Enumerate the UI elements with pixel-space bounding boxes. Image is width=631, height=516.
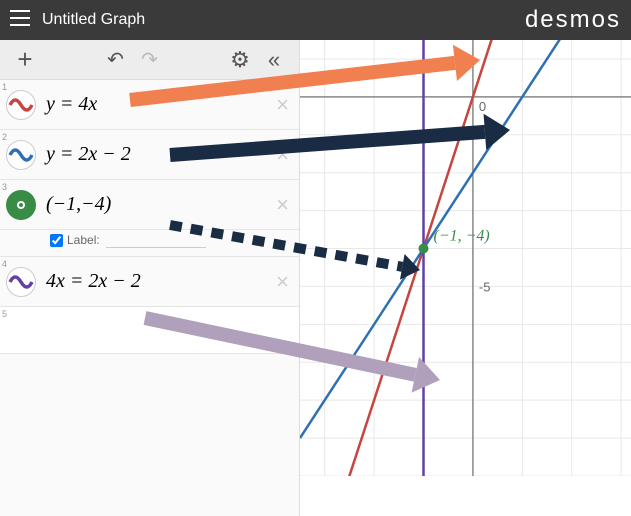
label-text: Label:: [67, 233, 100, 247]
row-number: 2: [2, 132, 7, 142]
menu-icon[interactable]: [10, 10, 30, 31]
graph-title[interactable]: Untitled Graph: [42, 11, 525, 29]
point-icon[interactable]: [6, 190, 36, 220]
expression-row[interactable]: 5: [0, 307, 299, 354]
row-number: 3: [2, 182, 7, 192]
settings-button[interactable]: ⚙: [225, 45, 255, 75]
wave-icon[interactable]: [6, 140, 36, 170]
point-label: (−1, −4): [434, 228, 490, 245]
add-button[interactable]: +: [10, 45, 40, 75]
expression-row[interactable]: 4 4x = 2x − 2 ×: [0, 257, 299, 307]
expression-row[interactable]: 2 y = 2x − 2 ×: [0, 130, 299, 180]
expression-list: + ↶ ↷ ⚙ « 1 y = 4x ×2 y = 2x − 2 ×3 (−1,…: [0, 40, 300, 516]
toolbar: + ↶ ↷ ⚙ «: [0, 40, 299, 80]
label-checkbox[interactable]: [50, 234, 63, 247]
delete-icon[interactable]: ×: [272, 142, 293, 168]
redo-button[interactable]: ↷: [135, 45, 165, 75]
delete-icon[interactable]: ×: [272, 192, 293, 218]
row-number: 1: [2, 82, 7, 92]
expression-text[interactable]: 4x = 2x − 2: [46, 270, 272, 293]
undo-button[interactable]: ↶: [101, 45, 131, 75]
delete-icon[interactable]: ×: [272, 92, 293, 118]
expression-text[interactable]: (−1,−4): [46, 193, 272, 216]
tick-label: -5: [479, 279, 491, 294]
expression-text[interactable]: y = 4x: [46, 93, 272, 116]
row-number: 5: [2, 309, 7, 319]
row-number: 4: [2, 259, 7, 269]
expression-row[interactable]: 3 (−1,−4) ×: [0, 180, 299, 230]
brand-logo: desmos: [525, 6, 621, 34]
label-controls: Label:: [0, 230, 299, 257]
label-input[interactable]: [106, 232, 206, 248]
tick-label: 0: [479, 99, 486, 114]
wave-icon[interactable]: [6, 267, 36, 297]
collapse-button[interactable]: «: [259, 45, 289, 75]
expression-row[interactable]: 1 y = 4x ×: [0, 80, 299, 130]
graph-area[interactable]: 0 -5 (−1, −4): [300, 40, 631, 516]
expression-text[interactable]: y = 2x − 2: [46, 143, 272, 166]
delete-icon[interactable]: ×: [272, 269, 293, 295]
wave-icon[interactable]: [6, 90, 36, 120]
